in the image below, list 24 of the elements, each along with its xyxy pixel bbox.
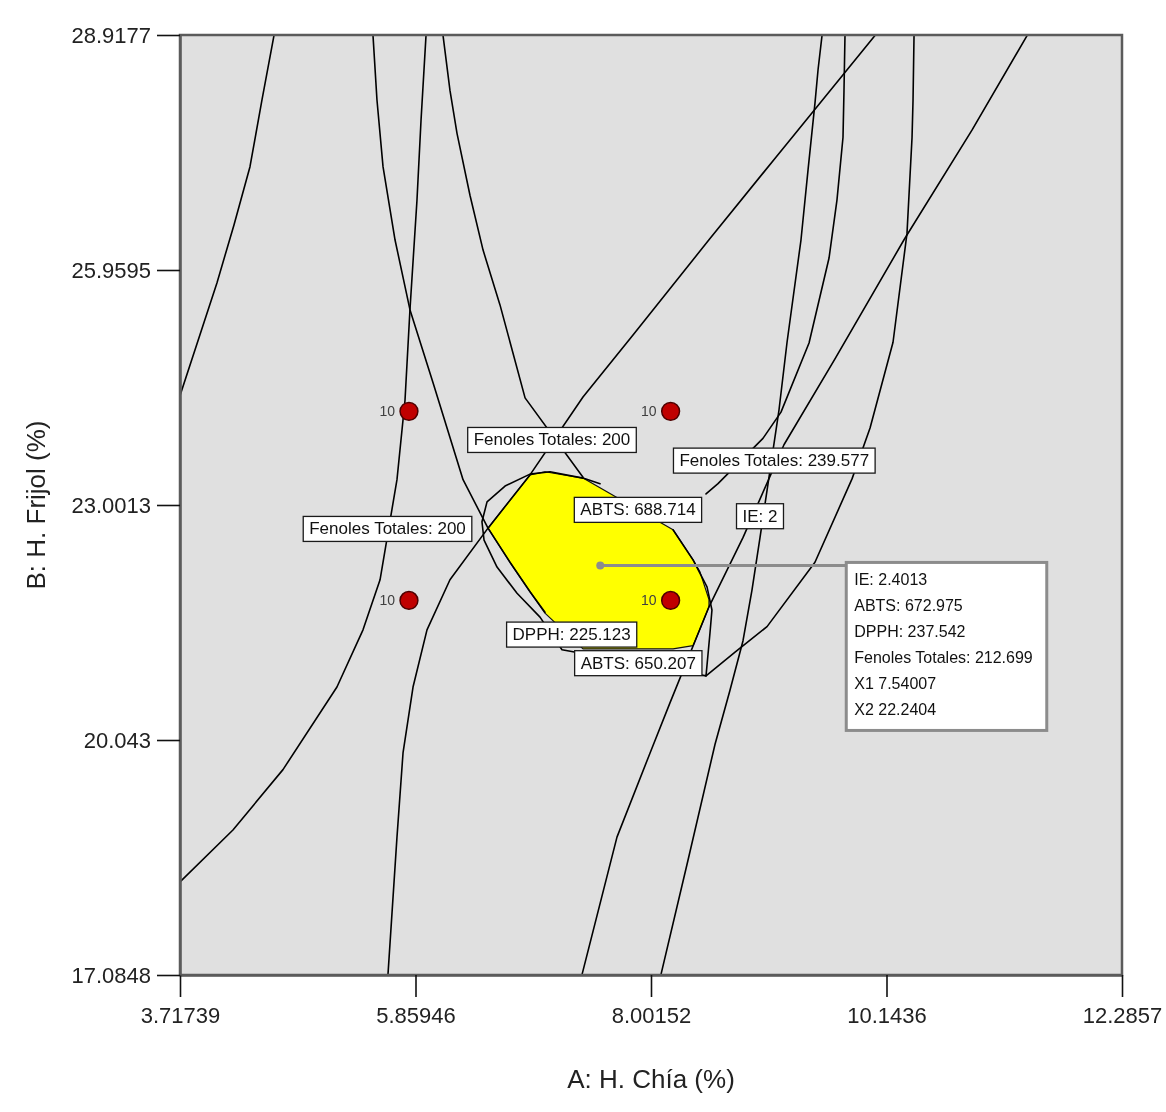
annotation: 10 — [641, 403, 657, 420]
y-axis-title: B: H. Frijol (%) — [21, 420, 51, 590]
annotation: 10 — [379, 592, 396, 609]
x-tick-label: 5.85946 — [376, 1002, 456, 1028]
x-tick-label: 3.71739 — [140, 1002, 221, 1028]
annotation: ABTS: 650.207 — [580, 653, 696, 673]
annotation: 10 — [641, 592, 657, 609]
y-tick-label: 25.9595 — [71, 257, 151, 283]
x-tick-label: 12.2857 — [1082, 1002, 1163, 1028]
y-tick-label: 20.043 — [83, 727, 151, 753]
annotation: Fenoles Totales: 200 — [473, 430, 631, 450]
x-axis-title: A: H. Chía (%) — [567, 1064, 735, 1094]
annotation: Fenoles Totales: 200 — [309, 519, 466, 539]
annotation: IE: 2.4013 ABTS: 672.975 DPPH: 237.542 Fenoles Totales: 212.699 X1 7.54007 X2 22.2404 — [854, 571, 1033, 719]
x-tick-label: 10.1436 — [847, 1002, 927, 1028]
y-tick-label: 23.0013 — [71, 492, 151, 518]
annotation: 10 — [379, 403, 396, 420]
y-tick-label: 17.0848 — [71, 962, 151, 988]
y-tick-label: 28.9177 — [71, 22, 151, 48]
annotation: IE: 2 — [742, 506, 778, 526]
annotation: ABTS: 688.714 — [580, 500, 696, 520]
x-tick-label: 8.00152 — [611, 1002, 692, 1028]
annotation: DPPH: 225.123 — [512, 625, 631, 645]
annotation: Fenoles Totales: 239.577 — [679, 451, 870, 471]
